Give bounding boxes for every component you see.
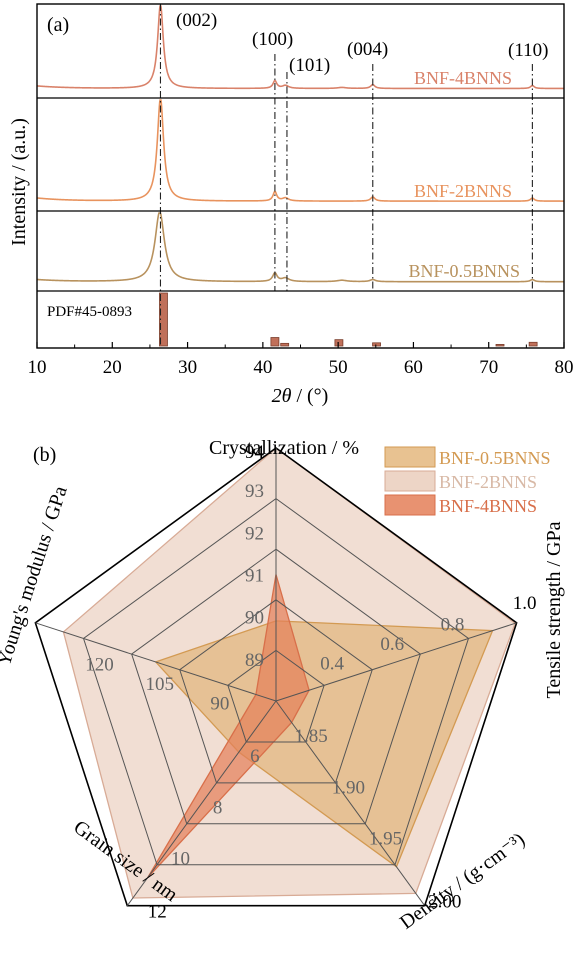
radar-tick-label: 0.8 [441,614,465,635]
series-label-bnf-2bnns: BNF-2BNNS [414,181,512,201]
radar-tick-label: 91 [245,566,264,587]
y-axis-label: Intensity / (a.u.) [8,118,30,246]
x-axis-unit: / (°) [291,385,328,407]
radar-outer-ring [34,447,518,907]
radar-series [62,447,516,899]
x-tick-label: 10 [28,357,47,378]
legend-swatch [384,494,436,516]
radar-tick-label: 1.90 [332,777,365,798]
radar-tick-label: 0.6 [380,634,404,655]
radar-tick-label: 94 [245,442,265,463]
x-tick-label: 80 [555,357,574,378]
x-tick-label: 20 [103,357,122,378]
panel-a-label: (a) [47,14,69,36]
radar-spoke [35,622,277,702]
series-label-bnf-4bnns: BNF-4BNNS [414,68,512,88]
radar-tick-label: 1.95 [369,829,402,850]
peak-label: (002) [176,10,217,31]
radar-axis-label: Young's modulus / GPa [0,483,72,668]
legend-swatch [384,446,436,468]
radar-tick-label: 10 [171,849,190,870]
x-axis-label: 2θ / (°) [272,385,329,407]
peak-label: (101) [289,55,330,76]
x-tick-label: 50 [329,357,348,378]
reference-bar [334,339,344,347]
peak-label: (004) [347,39,388,60]
legend-label: BNF-2BNNS [439,472,537,492]
radar-axis-label: Tensile strength / GPa [543,521,565,698]
xrd-labels: BNF-4BNNS BNF-2BNNS BNF-0.5BNNS (002) (100) (… [176,10,548,281]
panel-b-label: (b) [33,444,56,466]
reference-bar [528,341,538,347]
radar-grid-ring [227,649,325,743]
radar-tick-label: 90 [245,608,264,629]
trace-bnf-4bnns [36,5,564,90]
reference-label: PDF#45-0893 [47,304,132,320]
x-tick-label: 40 [253,357,272,378]
reference-bar [495,344,505,347]
legend-label: BNF-4BNNS [439,496,537,516]
radar-tick-label: 1.0 [513,593,537,614]
reference-bar [159,292,168,347]
radar-grid-ring [179,599,373,784]
radar-tick-label: 8 [213,797,223,818]
radar-tick-label: 105 [145,674,174,695]
reference-bar [270,337,280,347]
radar-spoke [275,700,426,906]
radar-tick-label: 6 [250,746,260,767]
panel-a-xrd: 10 20 30 40 50 60 70 80 BNF-4BNNS BNF-2BNNS BNF-0… [8,3,574,407]
legend-swatch [384,470,436,492]
series-label-bnf-0_5bnns: BNF-0.5BNNS [408,261,520,281]
radar-tick-label: 12 [148,902,167,923]
radar-tick-label: 1.85 [295,726,328,747]
trace-bnf-2bnns [36,99,564,202]
trace-bnf-0_5bnns [36,212,564,283]
radar-grid-ring [82,497,470,866]
radar-axis-label: Crystallization / % [209,437,359,459]
x-axis-ticks: 10 20 30 40 50 60 70 80 [28,342,574,378]
peak-label: (100) [252,29,293,50]
radar-spoke [126,700,277,906]
reference-bar [280,342,290,347]
radar-tick-label: 120 [85,654,114,675]
radar-tick-label: 90 [210,693,229,714]
x-tick-label: 30 [178,357,197,378]
radar-tick-labels: 89 90 91 92 93 94 0.4 0.6 0.8 1.0 1.85 1.90 1.95 2.00… [85,442,536,923]
radar-tick-label: 2.00 [428,892,461,913]
radar-tick-label: 92 [245,523,264,544]
peak-label: (110) [508,40,548,61]
radar-tick-label: 93 [245,481,264,502]
radar-tick-label: 0.4 [320,653,344,674]
radar-spoke [275,622,517,702]
reference-bar [372,342,381,347]
radar-tick-label: 89 [245,650,264,671]
xrd-frame [36,3,565,349]
reference-bars [159,292,538,347]
panel-b-radar: (b) 89 90 91 92 93 94 0.4 0.6 0.8 1.0 1.85 1.90 1.95… [0,437,565,934]
radar-grid [34,447,518,907]
x-tick-label: 60 [404,357,423,378]
radar-series-bnf-0_5bnns [154,620,494,868]
x-tick-label: 70 [479,357,498,378]
legend: BNF-0.5BNNS BNF-2BNNS BNF-4BNNS [384,446,551,516]
legend-label: BNF-0.5BNNS [439,448,551,468]
xrd-traces [36,5,564,283]
radar-grid-ring [131,548,421,825]
x-axis-variable: 2θ [272,385,292,407]
